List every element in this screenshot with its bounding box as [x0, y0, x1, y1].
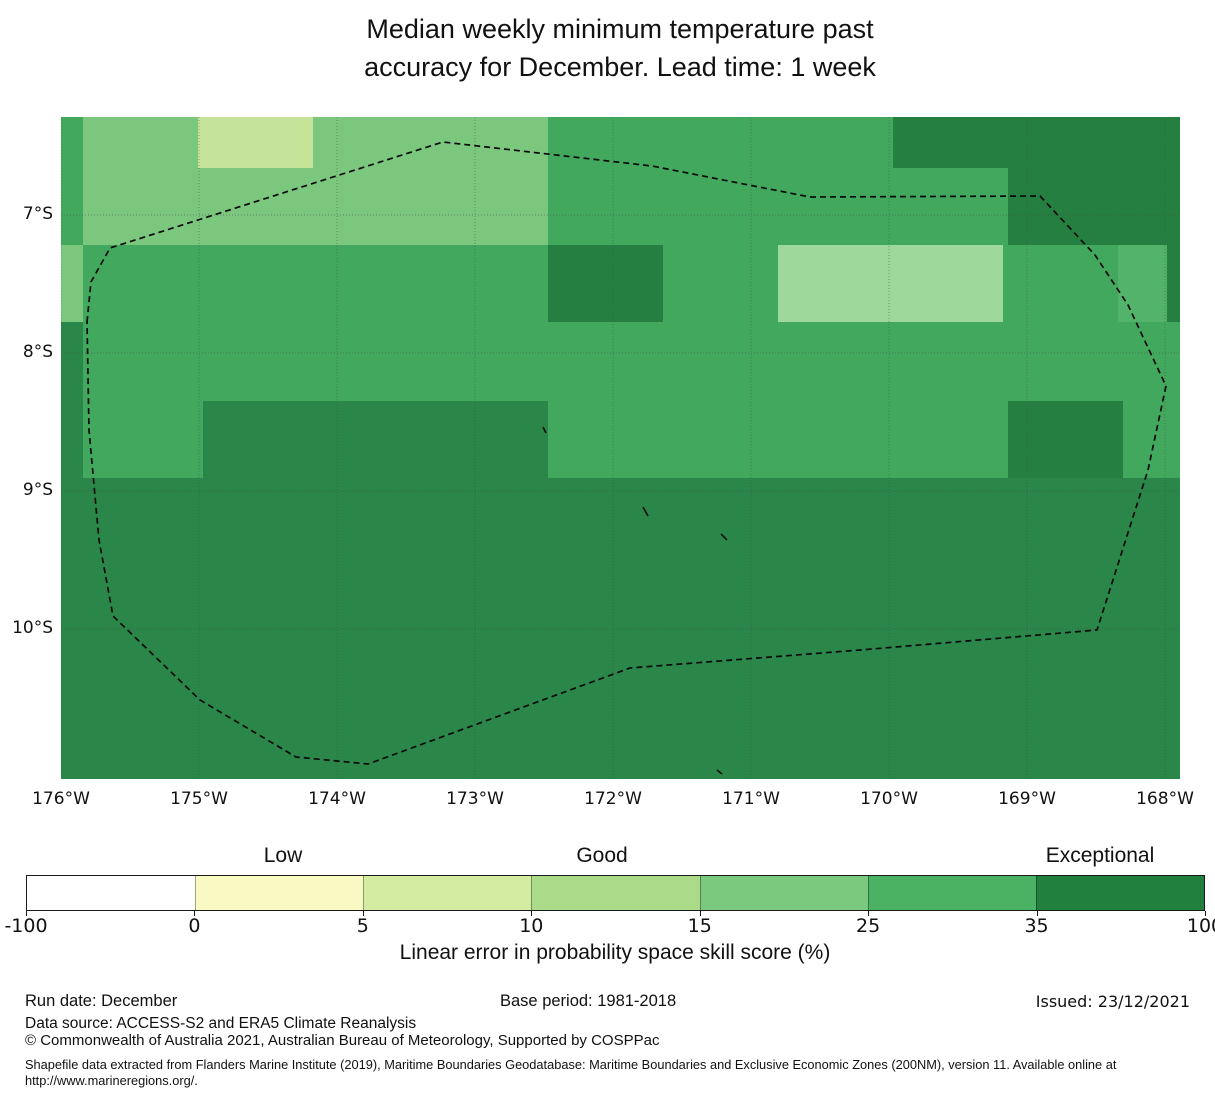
colorbar-tick-label: -100: [4, 915, 48, 937]
colorbar-tick-label: 35: [1024, 915, 1049, 937]
chart-title-line-2: accuracy for December. Lead time: 1 week: [364, 52, 876, 82]
grid-cell: [893, 117, 1008, 168]
colorbar-tick-label: 15: [687, 915, 712, 937]
x-tick-label: 173°W: [446, 789, 504, 809]
x-tick-label: 176°W: [32, 789, 90, 809]
x-tick-label: 169°W: [998, 789, 1056, 809]
colorbar-tick-label: 25: [856, 915, 881, 937]
grid-cell: [1008, 117, 1180, 245]
colorbar-tick: [194, 911, 196, 916]
colorbar-tick: [1205, 911, 1206, 916]
colorbar-tick: [362, 911, 364, 916]
colorbar-segment: [699, 876, 868, 910]
colorbar-tick-label: 0: [188, 915, 201, 937]
grid-cell: [203, 401, 548, 478]
grid-cell: [198, 117, 313, 168]
colorbar-tick: [26, 911, 27, 916]
colorbar-tick: [1036, 911, 1038, 916]
grid-cell: [1167, 245, 1180, 322]
copyright-text: © Commonwealth of Australia 2021, Austra…: [25, 1032, 660, 1049]
run-date-text: Run date: December: [25, 992, 178, 1010]
colorbar-zone-label-exceptional: Exceptional: [1045, 844, 1155, 867]
chart-title-line-1: Median weekly minimum temperature past: [366, 14, 874, 44]
island-mark: [642, 506, 649, 517]
y-tick-label: 8°S: [22, 342, 53, 362]
y-tick-label: 10°S: [12, 618, 53, 638]
colorbar-tick-label: 5: [356, 915, 369, 937]
colorbar-tick: [699, 911, 701, 916]
x-tick-label: 168°W: [1136, 789, 1194, 809]
colorbar-tick: [531, 911, 533, 916]
colorbar-segment: [1035, 876, 1204, 910]
x-tick-label: 172°W: [584, 789, 642, 809]
colorbar-segment: [531, 876, 700, 910]
y-tick-label: 7°S: [22, 204, 53, 224]
grid-cell: [61, 245, 83, 322]
base-period-text: Base period: 1981-2018: [500, 992, 677, 1010]
colorbar-tick-label: 10: [519, 915, 544, 937]
grid-cell: [548, 245, 663, 322]
x-tick-label: 170°W: [860, 789, 918, 809]
x-tick-label: 171°W: [722, 789, 780, 809]
grid-cell: [778, 245, 1003, 322]
island-mark: [720, 533, 728, 541]
grid-cell: [1008, 401, 1123, 478]
map-canvas: [61, 117, 1180, 779]
x-tick-label: 174°W: [308, 789, 366, 809]
shapefile-attribution-line-1: Shapefile data extracted from Flanders M…: [25, 1057, 1117, 1072]
colorbar-segment: [27, 876, 196, 910]
colorbar-tick-label: 100: [1186, 915, 1215, 937]
eez-boundary-dashed: [86, 141, 1167, 765]
colorbar-segment: [867, 876, 1036, 910]
grid-cell: [61, 478, 1180, 779]
island-mark: [716, 769, 723, 775]
colorbar-tick: [868, 911, 870, 916]
data-source-text: Data source: ACCESS-S2 and ERA5 Climate …: [25, 1015, 417, 1032]
colorbar-segment: [195, 876, 364, 910]
colorbar-axis-label: Linear error in probability space skill …: [399, 941, 831, 964]
colorbar-zone-label-good: Good: [576, 844, 628, 867]
colorbar: [26, 875, 1205, 911]
issued-date-text: Issued: 23/12/2021: [1035, 992, 1190, 1011]
grid-cell: [1118, 245, 1167, 322]
grid-cell: [83, 117, 548, 245]
x-tick-label: 175°W: [170, 789, 228, 809]
grid-cell: [61, 322, 83, 478]
y-tick-label: 9°S: [22, 480, 53, 500]
island-mark: [542, 426, 547, 434]
shapefile-attribution-line-2: http://www.marineregions.org/.: [25, 1073, 198, 1088]
colorbar-segment: [363, 876, 532, 910]
colorbar-zone-label-low: Low: [263, 844, 303, 867]
